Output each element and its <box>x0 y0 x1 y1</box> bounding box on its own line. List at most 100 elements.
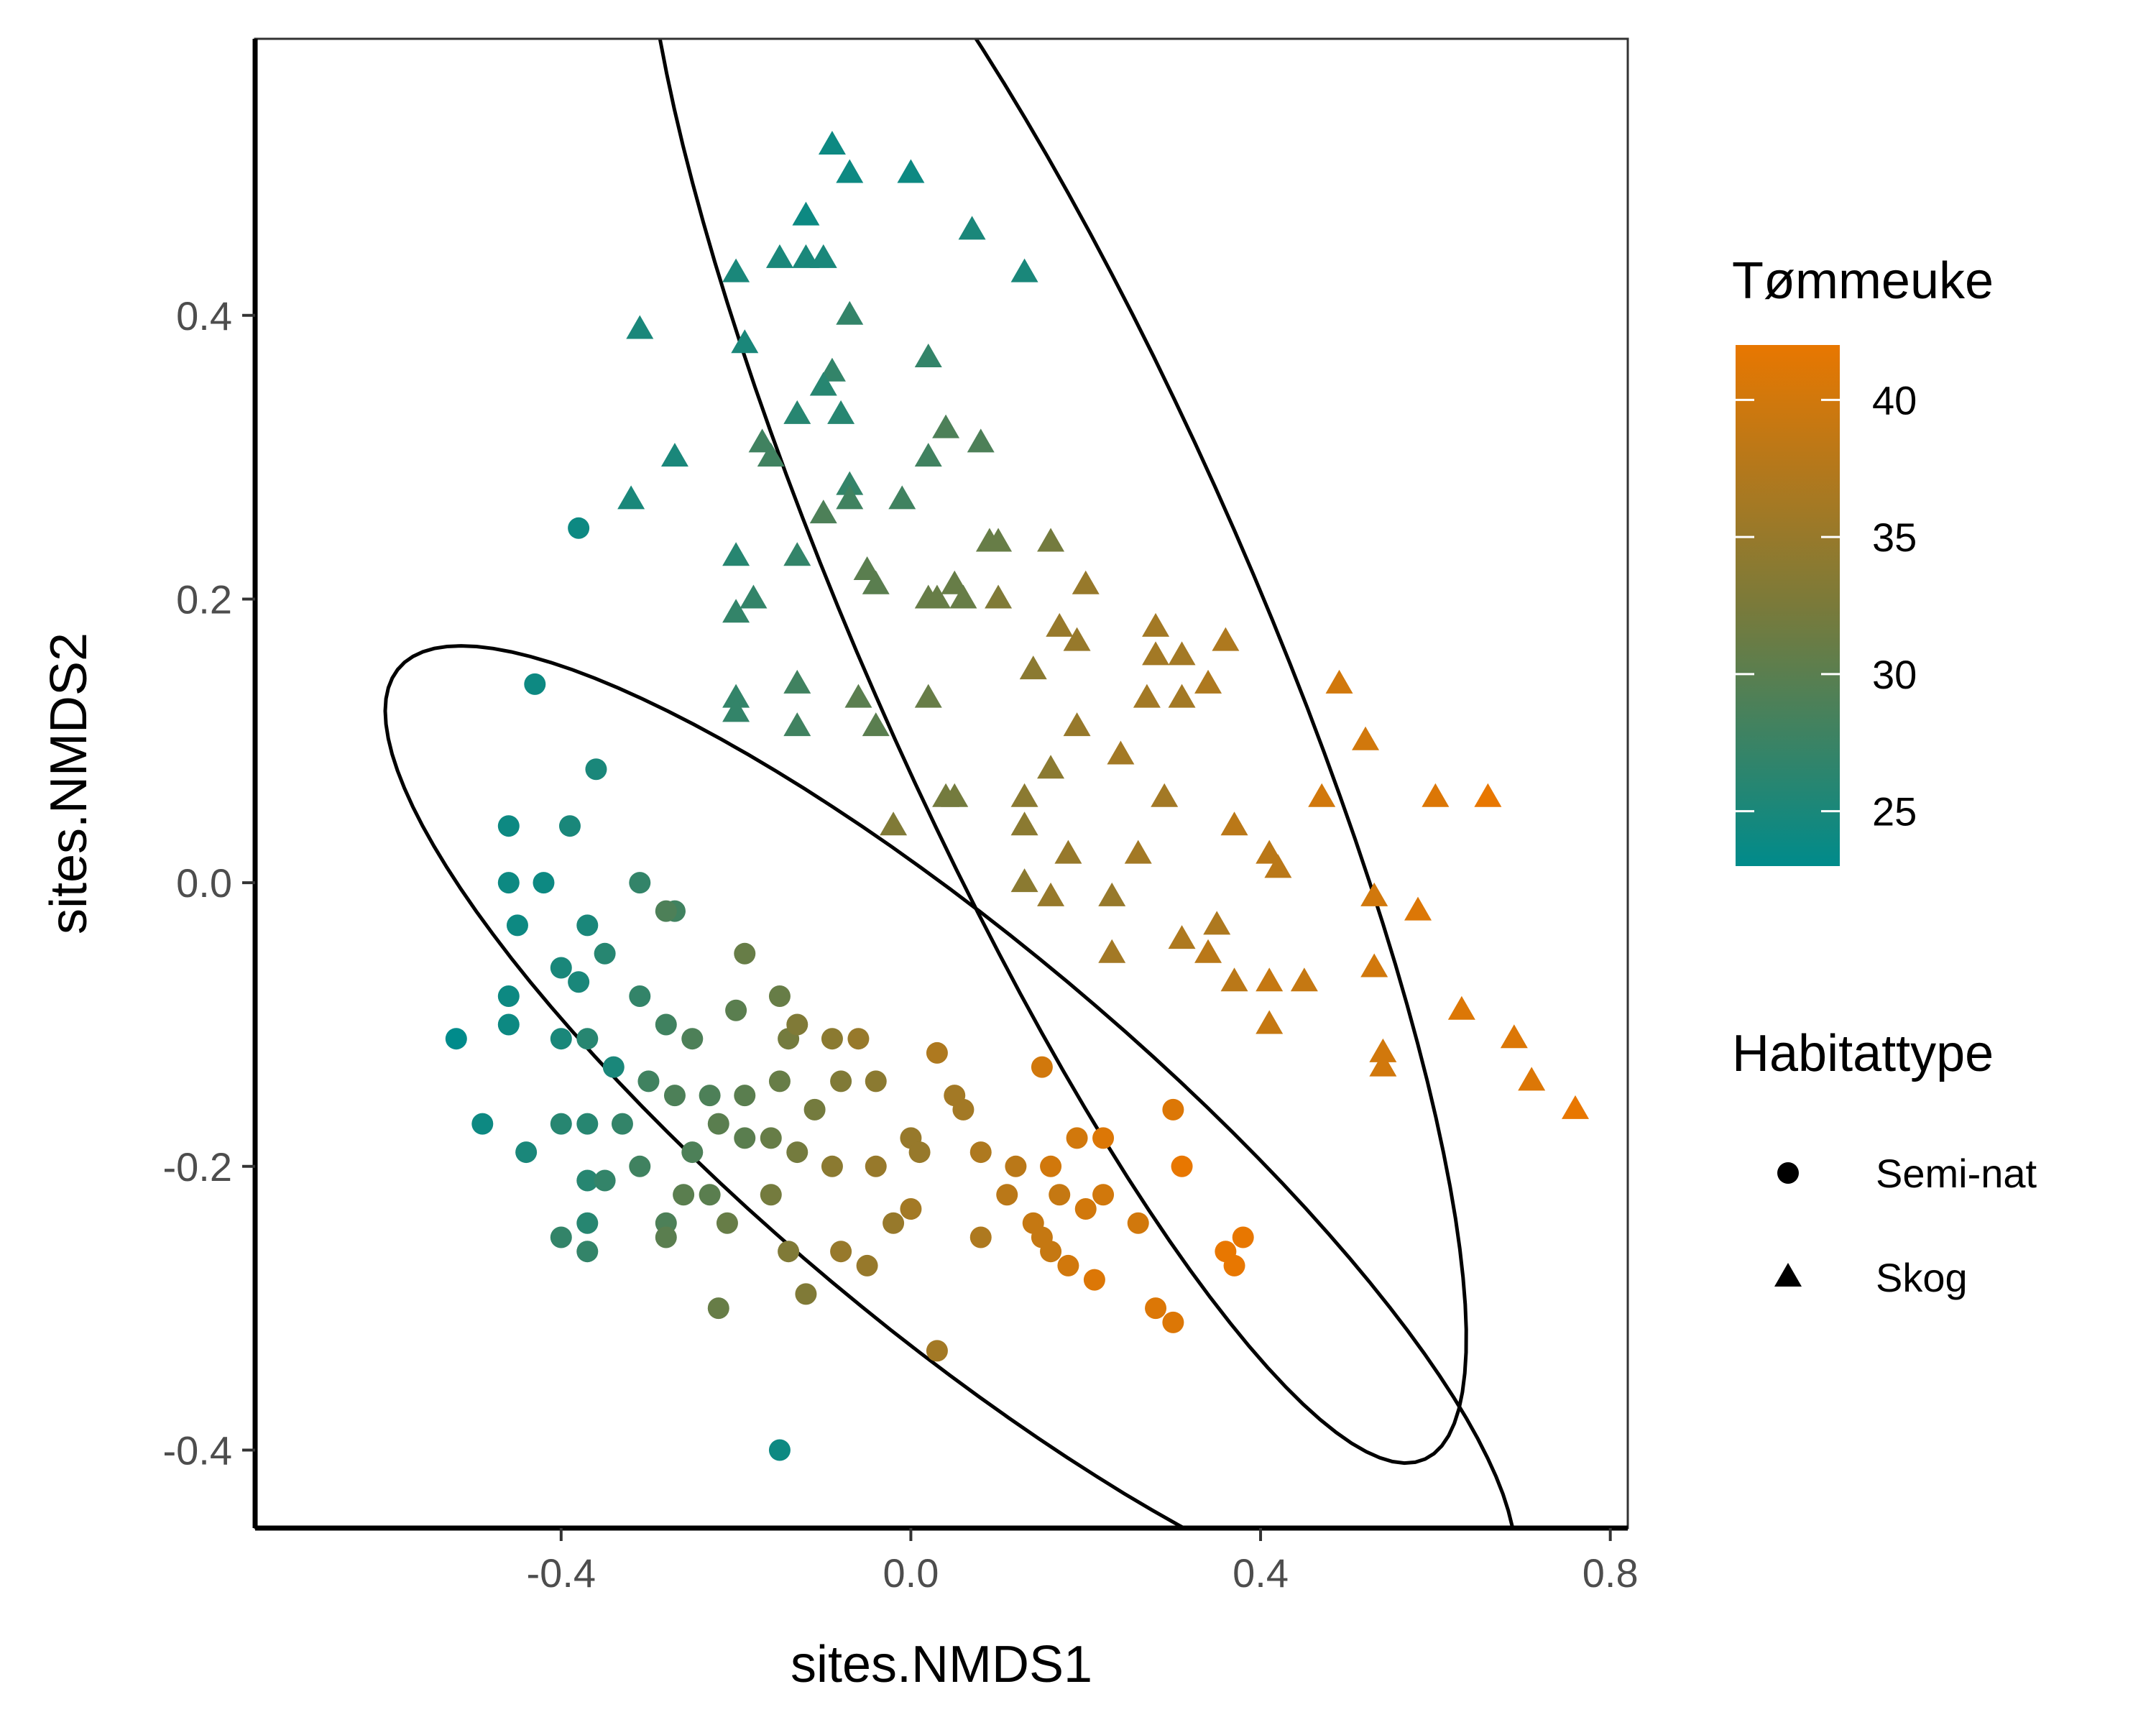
point-semi-nat <box>550 1226 572 1248</box>
point-skog <box>809 500 837 524</box>
point-skog <box>958 216 986 240</box>
point-skog <box>1194 669 1222 694</box>
colorbar-tick-label: 40 <box>1872 377 1917 423</box>
point-skog <box>1168 684 1196 708</box>
point-semi-nat <box>926 1340 948 1362</box>
point-semi-nat <box>865 1070 887 1092</box>
point-skog <box>1447 995 1475 1020</box>
point-semi-nat <box>497 985 520 1007</box>
point-semi-nat <box>594 942 616 965</box>
y-tick-label: -0.4 <box>163 1427 233 1473</box>
point-semi-nat <box>602 1056 625 1078</box>
point-semi-nat <box>1223 1254 1245 1276</box>
point-skog <box>783 712 811 737</box>
point-skog <box>862 712 890 737</box>
point-semi-nat <box>629 1155 651 1177</box>
point-semi-nat <box>699 1184 721 1206</box>
point-skog <box>941 783 969 807</box>
point-skog <box>932 414 960 438</box>
point-skog <box>617 485 645 510</box>
point-skog <box>836 300 864 325</box>
point-semi-nat <box>1145 1297 1167 1320</box>
point-skog <box>1054 840 1082 864</box>
point-skog <box>765 244 793 268</box>
point-skog <box>722 599 750 623</box>
colorbar-tick-label: 25 <box>1872 789 1917 834</box>
point-semi-nat <box>497 872 520 894</box>
point-skog <box>967 428 995 453</box>
point-skog <box>757 443 785 467</box>
y-tick-label: 0.0 <box>176 860 232 906</box>
point-skog <box>731 329 759 354</box>
point-skog <box>1046 612 1074 637</box>
y-tick-label: -0.2 <box>163 1144 233 1190</box>
point-skog <box>783 400 811 424</box>
point-semi-nat <box>725 999 747 1021</box>
point-semi-nat <box>768 1439 791 1461</box>
point-skog <box>888 485 916 510</box>
point-semi-nat <box>550 1113 572 1135</box>
point-semi-nat <box>803 1098 826 1121</box>
point-skog <box>1518 1067 1546 1091</box>
y-tick-label: 0.2 <box>176 576 232 622</box>
point-semi-nat <box>558 815 581 837</box>
colorbar-ticks: 25 30 35 40 <box>1736 377 1917 834</box>
point-skog <box>1063 712 1091 737</box>
point-skog <box>1010 258 1038 282</box>
point-skog <box>1098 939 1126 963</box>
shape-legend: Habitattype Semi-nat Skog <box>1732 1025 2037 1300</box>
y-tick-label: 0.4 <box>176 293 232 339</box>
point-skog <box>1037 528 1065 552</box>
x-tick-label: 0.8 <box>1583 1550 1639 1596</box>
point-skog <box>1264 854 1292 878</box>
point-semi-nat <box>1162 1098 1184 1121</box>
legend-circle-key <box>1777 1162 1799 1184</box>
point-skog <box>1037 755 1065 779</box>
point-semi-nat <box>1232 1226 1254 1248</box>
point-semi-nat <box>847 1028 870 1050</box>
point-semi-nat <box>1162 1311 1184 1333</box>
point-semi-nat <box>445 1028 467 1050</box>
point-skog <box>1325 669 1353 694</box>
point-skog <box>1256 1010 1284 1034</box>
point-semi-nat <box>786 1141 808 1164</box>
point-semi-nat <box>629 872 651 894</box>
point-semi-nat <box>699 1085 721 1107</box>
point-skog <box>1220 811 1248 836</box>
point-skog <box>880 811 908 836</box>
point-semi-nat <box>611 1113 633 1135</box>
point-semi-nat <box>550 1028 572 1050</box>
x-tick-label: 0.0 <box>883 1550 939 1596</box>
point-skog <box>985 528 1013 552</box>
x-tick-label: -0.4 <box>527 1550 596 1596</box>
point-skog <box>1010 868 1038 893</box>
point-skog <box>722 258 750 282</box>
point-semi-nat <box>734 942 756 965</box>
point-semi-nat <box>716 1212 738 1234</box>
point-semi-nat <box>655 900 677 922</box>
ellipse-skog <box>658 39 1468 1466</box>
point-semi-nat <box>768 1070 791 1092</box>
point-semi-nat <box>681 1028 704 1050</box>
point-semi-nat <box>629 985 651 1007</box>
colorbar-tick-label: 35 <box>1872 515 1917 560</box>
point-semi-nat <box>1074 1198 1097 1220</box>
point-semi-nat <box>926 1041 948 1064</box>
point-semi-nat <box>778 1241 800 1263</box>
point-skog <box>1360 953 1388 978</box>
point-skog <box>1256 967 1284 992</box>
point-semi-nat <box>585 758 607 781</box>
point-semi-nat <box>760 1184 782 1206</box>
point-semi-nat <box>524 673 546 695</box>
point-skog <box>1194 939 1222 963</box>
point-semi-nat <box>550 957 572 979</box>
point-semi-nat <box>1066 1127 1088 1149</box>
x-axis-title: sites.NMDS1 <box>791 1636 1092 1693</box>
point-semi-nat <box>681 1141 704 1164</box>
plot-panel <box>255 39 1628 1528</box>
point-skog <box>626 315 654 339</box>
point-skog <box>1369 1038 1397 1062</box>
point-semi-nat <box>673 1184 695 1206</box>
point-semi-nat <box>707 1297 729 1320</box>
point-semi-nat <box>497 815 520 837</box>
